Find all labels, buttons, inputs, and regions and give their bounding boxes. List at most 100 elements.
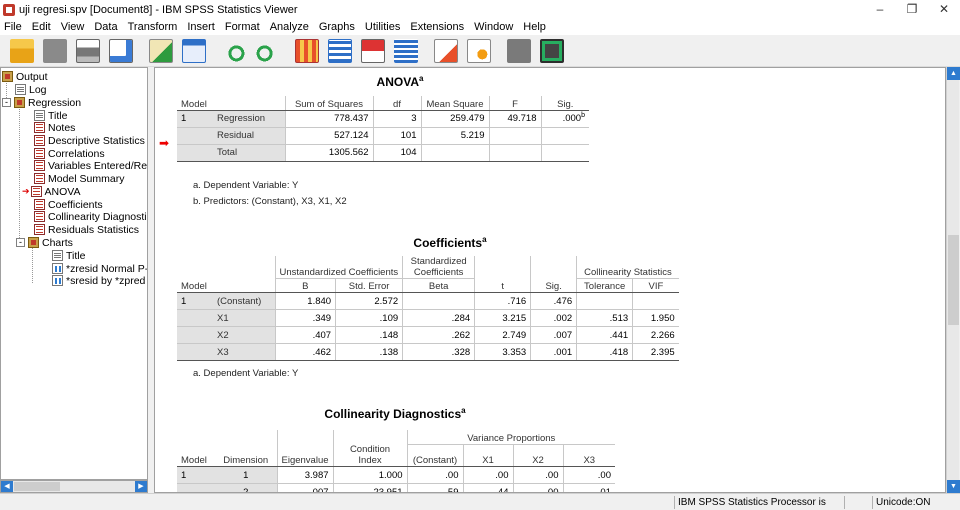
chart-icon (52, 275, 63, 286)
open-folder-icon[interactable] (10, 38, 34, 63)
spss-app-icon (3, 4, 15, 16)
save-icon[interactable] (43, 38, 67, 63)
print-icon[interactable] (76, 38, 100, 63)
menu-extensions[interactable]: Extensions (410, 21, 465, 33)
window-title: uji regresi.spv [Document8] - IBM SPSS S… (19, 4, 298, 16)
menu-window[interactable]: Window (474, 21, 514, 33)
outline-item-output[interactable]: Output (2, 70, 48, 83)
outline-item-variables-entered[interactable]: Variables Entered/Remo (34, 159, 147, 172)
notes-icon (34, 122, 45, 133)
menu-graphs[interactable]: Graphs (318, 21, 355, 33)
outline-item-coefficients[interactable]: Coefficients (34, 198, 103, 211)
table-icon (34, 199, 45, 210)
outline-item-log[interactable]: Log (15, 83, 47, 96)
go-to-data-icon[interactable] (295, 38, 319, 63)
undo-icon[interactable] (222, 38, 246, 63)
output-icon (2, 71, 13, 82)
menu-format[interactable]: Format (224, 21, 260, 33)
collapse-icon[interactable]: - (16, 238, 25, 247)
redo-icon[interactable] (255, 38, 279, 63)
outline-item-regression[interactable]: - Regression (2, 96, 81, 109)
menu-bar: File Edit View Data Transform Insert For… (0, 19, 960, 35)
col-std-error: Std. Error (335, 278, 403, 293)
insert-output-icon[interactable] (467, 38, 491, 63)
scroll-thumb[interactable] (14, 482, 60, 491)
unicode-status: Unicode:ON (872, 496, 960, 509)
export-icon[interactable] (149, 38, 173, 63)
table-row[interactable]: X1 .349 .109 .284 3.215 .002 .513 1.950 (177, 309, 679, 327)
outline-item-anova[interactable]: ➔ ANOVA (22, 185, 81, 198)
recall-dialog-icon[interactable] (182, 38, 206, 63)
output-outline-pane[interactable]: Output Log - Regression Title Notes Desc… (0, 67, 148, 480)
col-dimension: Dimension (215, 444, 277, 467)
col-f: F (488, 96, 541, 111)
outline-item-collinearity-diagnostics[interactable]: Collinearity Diagnostics (34, 210, 147, 223)
current-item-arrow-icon: ➡ (159, 136, 170, 150)
table-row[interactable]: 1 Regression 778.437 3 259.479 49.718 .0… (177, 110, 589, 128)
menu-edit[interactable]: Edit (31, 21, 51, 33)
scroll-thumb[interactable] (948, 235, 959, 325)
maximize-button[interactable]: ❐ (906, 2, 918, 16)
outline-item-title[interactable]: Title (34, 109, 67, 122)
close-button[interactable]: ✕ (938, 2, 950, 16)
go-to-case-icon[interactable] (328, 38, 352, 63)
print-preview-icon[interactable] (109, 38, 133, 63)
toolbar (0, 35, 960, 67)
table-row[interactable]: 2 .007 23.951 .59 .44 .00 .01 (177, 483, 616, 492)
coefficients-title[interactable]: Coefficientsa (413, 235, 487, 250)
menu-transform[interactable]: Transform (127, 21, 178, 33)
pane-splitter[interactable] (148, 67, 154, 493)
add-icon[interactable] (540, 38, 564, 63)
outline-item-scatterplot[interactable]: *sresid by *zpred Sc (52, 274, 147, 287)
col-t: t (474, 278, 531, 293)
outline-item-residuals-statistics[interactable]: Residuals Statistics (34, 223, 139, 236)
scroll-left-icon[interactable]: ◀ (1, 481, 13, 492)
table-row[interactable]: 1 1 3.987 1.000 .00 .00 .00 .00 (177, 466, 616, 484)
anova-table[interactable]: Model Sum of Squares df Mean Square F Si… (177, 96, 589, 162)
anova-title[interactable]: ANOVAa (376, 74, 424, 89)
scroll-right-icon[interactable]: ▶ (135, 481, 147, 492)
scroll-down-icon[interactable]: ▼ (947, 480, 960, 493)
outline-item-descriptive-statistics[interactable]: Descriptive Statistics (34, 134, 145, 147)
menu-help[interactable]: Help (523, 21, 546, 33)
table-row[interactable]: Total 1305.562 104 (177, 144, 589, 162)
designate-window-icon[interactable] (507, 38, 531, 63)
col-x1: X1 (462, 444, 514, 467)
col-mean-square: Mean Square (420, 96, 489, 111)
table-icon (34, 148, 45, 159)
collapse-icon[interactable]: - (2, 98, 11, 107)
scroll-up-icon[interactable]: ▲ (947, 67, 960, 80)
collinearity-table[interactable]: Variance Proportions Model Dimension Eig… (177, 430, 616, 492)
menu-view[interactable]: View (60, 21, 85, 33)
go-to-variable-icon[interactable] (361, 38, 385, 63)
outline-item-correlations[interactable]: Correlations (34, 147, 105, 160)
title-icon (34, 110, 45, 121)
col-model: Model (177, 96, 213, 111)
variables-icon[interactable] (394, 38, 418, 63)
menu-file[interactable]: File (4, 21, 22, 33)
table-row[interactable]: 1 (Constant) 1.840 2.572 .716 .476 (177, 292, 679, 310)
outline-item-charts-title[interactable]: Title (52, 249, 85, 262)
output-content-pane[interactable]: ➡ ANOVAa Model Sum of Squares df Mean Sq… (154, 67, 946, 493)
table-row[interactable]: Residual 527.124 101 5.219 (177, 127, 589, 145)
outline-horizontal-scrollbar[interactable]: ◀ ▶ (0, 480, 148, 493)
menu-analyze[interactable]: Analyze (269, 21, 309, 33)
outline-item-charts[interactable]: - Charts (16, 236, 73, 249)
col-collinearity: Collinearity Statistics (576, 256, 679, 279)
outline-item-model-summary[interactable]: Model Summary (34, 172, 124, 185)
menu-utilities[interactable]: Utilities (364, 21, 401, 33)
outline-item-normal-pp-plot[interactable]: *zresid Normal P-P (52, 262, 147, 275)
table-icon (34, 224, 45, 235)
table-row[interactable]: X2 .407 .148 .262 2.749 .007 .441 2.266 (177, 326, 679, 344)
menu-insert[interactable]: Insert (187, 21, 215, 33)
outline-item-notes[interactable]: Notes (34, 121, 75, 134)
collinearity-title[interactable]: Collinearity Diagnosticsa (324, 406, 466, 421)
col-vif: VIF (632, 278, 679, 293)
minimize-button[interactable]: – (876, 2, 884, 16)
show-all-icon[interactable] (434, 38, 458, 63)
log-icon (15, 84, 26, 95)
coefficients-table[interactable]: Unstandardized Coefficients Standardized… (177, 256, 679, 361)
menu-data[interactable]: Data (94, 21, 118, 33)
content-vertical-scrollbar[interactable]: ▲ ▼ (946, 67, 960, 493)
table-row[interactable]: X3 .462 .138 .328 3.353 .001 .418 2.395 (177, 343, 679, 361)
